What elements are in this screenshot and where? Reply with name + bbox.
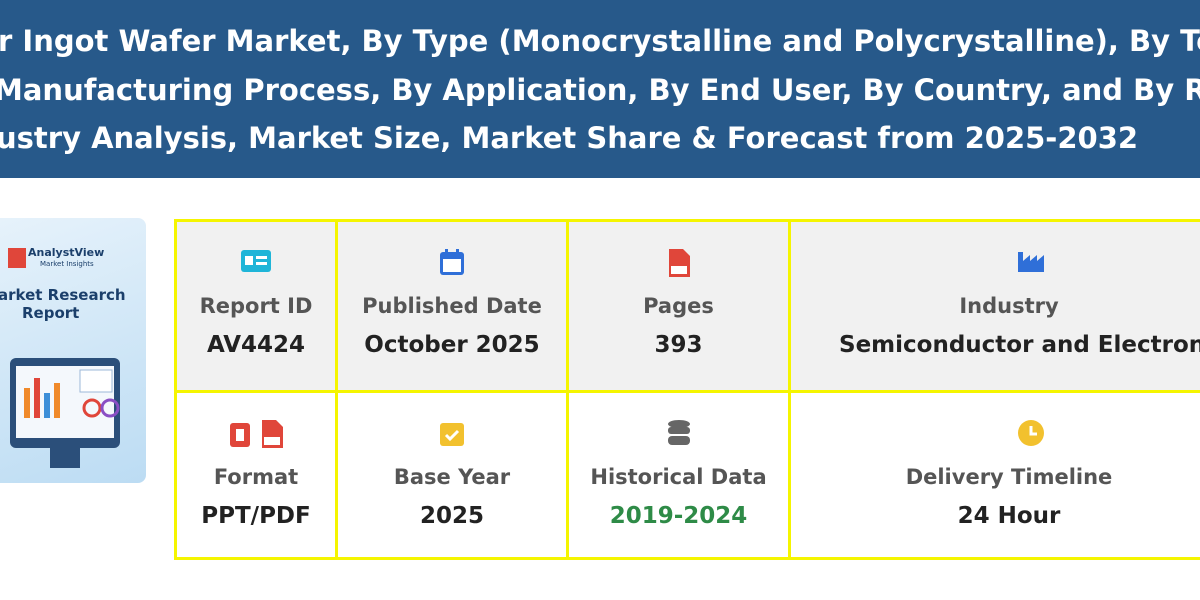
detail-value: 393 (654, 332, 703, 358)
detail-value: AV4424 (206, 332, 306, 358)
title-line: r Ingot Wafer Market, By Type (Monocryst… (0, 24, 1200, 58)
detail-cell: Format PPT/PDF (174, 390, 338, 560)
detail-label: Published Date (362, 294, 542, 318)
detail-cell: Delivery Timeline 24 Hour (788, 390, 1200, 560)
id-icon (241, 250, 271, 272)
details-table: Report ID AV4424 Published Date October … (174, 219, 1200, 560)
detail-cell: Base Year 2025 (335, 390, 569, 560)
cover-brand: AnalystView (28, 246, 105, 259)
cover-title: arket Research (0, 286, 126, 304)
title-line: ustry Analysis, Market Size, Market Shar… (0, 121, 1139, 155)
cover-art (8, 248, 120, 468)
detail-label: Base Year (393, 465, 511, 489)
format-icon (230, 420, 283, 448)
calendar-icon (440, 249, 464, 275)
detail-cell: Pages 393 (566, 219, 791, 393)
title-banner: r Ingot Wafer Market, By Type (Monocryst… (0, 0, 1200, 178)
report-cover: AnalystView Market Insights arket Resear… (0, 218, 146, 483)
detail-value: 2019-2024 (609, 503, 748, 529)
detail-value: 2025 (419, 503, 484, 529)
cover-title: Report (22, 304, 80, 322)
detail-value: PPT/PDF (201, 503, 311, 529)
detail-cell: Industry Semiconductor and Electronic (788, 219, 1200, 393)
calendar-check-icon (440, 423, 464, 446)
pdf-icon (668, 249, 690, 277)
cover-tagline: Market Insights (40, 260, 94, 268)
title-line: Manufacturing Process, By Application, B… (0, 73, 1200, 107)
detail-label: Pages (643, 294, 714, 318)
clock-icon (1018, 420, 1044, 446)
detail-value: Semiconductor and Electronic (839, 332, 1200, 358)
detail-cell: Report ID AV4424 (174, 219, 338, 393)
detail-value: 24 Hour (957, 503, 1061, 529)
detail-cell: Historical Data 2019-2024 (566, 390, 791, 560)
detail-label: Industry (959, 294, 1059, 318)
detail-label: Format (213, 465, 299, 489)
database-icon (667, 420, 690, 445)
detail-label: Report ID (199, 294, 313, 318)
industry-icon (1018, 252, 1044, 272)
detail-cell: Published Date October 2025 (335, 219, 569, 393)
detail-value: October 2025 (364, 332, 540, 358)
detail-label: Historical Data (590, 465, 767, 489)
detail-label: Delivery Timeline (905, 465, 1113, 489)
